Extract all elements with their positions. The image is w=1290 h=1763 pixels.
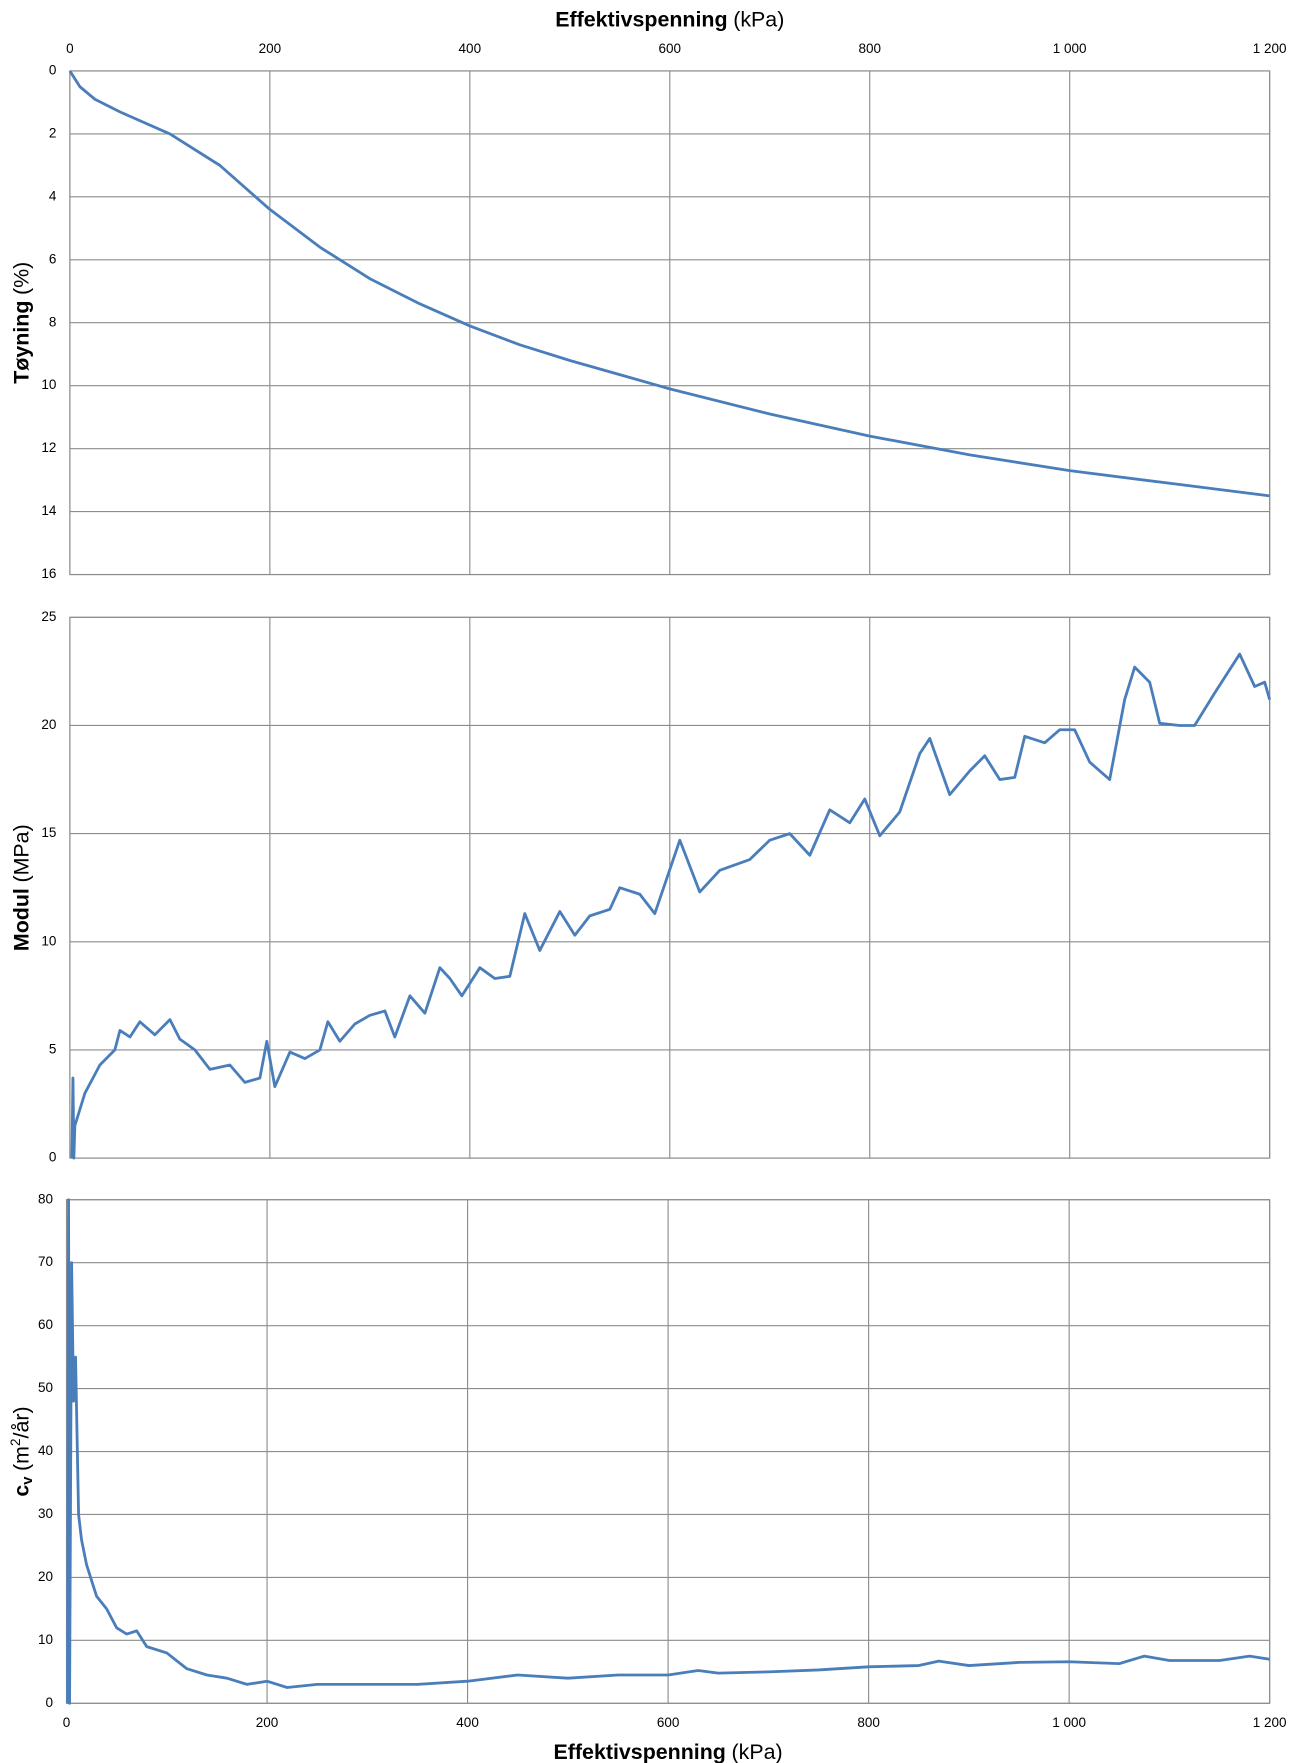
data-line bbox=[66, 1198, 1270, 1705]
y-tick-label: 20 bbox=[38, 1569, 53, 1584]
x-axis-title-unit: (kPa) bbox=[732, 1740, 783, 1763]
y-tick-label: 80 bbox=[38, 1191, 53, 1206]
y-axis-title-unit-end: /år) bbox=[9, 1406, 33, 1438]
y-tick-label: 4 bbox=[49, 188, 57, 203]
y-tick-label: 70 bbox=[38, 1254, 53, 1269]
y-tick-label: 50 bbox=[38, 1380, 53, 1395]
y-tick-label: 20 bbox=[41, 717, 56, 732]
x-axis-title-name: Effektivspenning bbox=[555, 7, 727, 31]
data-line bbox=[68, 70, 1270, 498]
x-axis-title: Effektivspenning (kPa) bbox=[554, 1740, 783, 1763]
y-axis-title: Modul (MPa) bbox=[9, 824, 33, 951]
plot-frame bbox=[65, 1199, 1271, 1704]
x-tick-label: 0 bbox=[66, 41, 74, 56]
y-axis-title: cv (m2/år) bbox=[7, 1406, 36, 1496]
y-axis-title-name: c bbox=[9, 1485, 33, 1497]
y-tick-label: 0 bbox=[45, 1695, 53, 1710]
x-tick-label: 400 bbox=[459, 41, 482, 56]
x-tick-label: 600 bbox=[657, 1715, 680, 1730]
plot-frame bbox=[69, 616, 1271, 1159]
y-tick-label: 60 bbox=[38, 1317, 53, 1332]
y-tick-label: 16 bbox=[41, 566, 56, 581]
x-tick-label: 1 200 bbox=[1253, 1715, 1287, 1730]
x-axis-title-name: Effektivspenning bbox=[554, 1740, 726, 1763]
y-axis-title-unit: (MPa) bbox=[9, 824, 33, 882]
y-axis-title-name: Modul bbox=[9, 888, 33, 951]
y-tick-label: 8 bbox=[49, 314, 57, 329]
x-tick-label: 200 bbox=[256, 1715, 279, 1730]
x-tick-label: 1 000 bbox=[1053, 41, 1087, 56]
x-axis-title: Effektivspenning (kPa) bbox=[555, 7, 784, 31]
y-axis-title-name: Tøyning bbox=[9, 301, 33, 384]
y-axis-title: Tøyning (%) bbox=[9, 262, 33, 384]
y-axis-title-unit: (%) bbox=[9, 262, 33, 295]
x-tick-label: 400 bbox=[456, 1715, 479, 1730]
y-tick-label: 40 bbox=[38, 1443, 53, 1458]
y-tick-label: 0 bbox=[49, 63, 57, 78]
y-tick-label: 30 bbox=[38, 1506, 53, 1521]
y-axis-title-subscript: v bbox=[20, 1476, 36, 1485]
y-axis-title-superscript: 2 bbox=[7, 1438, 22, 1446]
y-tick-label: 5 bbox=[49, 1041, 57, 1056]
y-tick-label: 14 bbox=[41, 503, 57, 518]
x-tick-label: 800 bbox=[858, 41, 881, 56]
y-tick-label: 10 bbox=[41, 933, 56, 948]
y-tick-label: 12 bbox=[41, 440, 56, 455]
y-tick-label: 0 bbox=[49, 1150, 57, 1165]
x-tick-label: 1 200 bbox=[1253, 41, 1287, 56]
y-tick-label: 10 bbox=[38, 1632, 53, 1647]
x-tick-label: 1 000 bbox=[1052, 1715, 1086, 1730]
x-tick-label: 600 bbox=[659, 41, 682, 56]
x-tick-label: 0 bbox=[63, 1715, 71, 1730]
y-tick-label: 2 bbox=[49, 125, 57, 140]
plot-frame bbox=[69, 70, 1271, 576]
x-tick-label: 200 bbox=[259, 41, 282, 56]
y-tick-label: 15 bbox=[41, 825, 56, 840]
y-axis-title-unit: (m bbox=[9, 1446, 33, 1471]
x-tick-label: 800 bbox=[857, 1715, 880, 1730]
data-line bbox=[70, 652, 1272, 1160]
y-tick-label: 25 bbox=[41, 609, 56, 624]
y-tick-label: 6 bbox=[49, 251, 57, 266]
y-tick-label: 10 bbox=[41, 377, 56, 392]
x-axis-title-unit: (kPa) bbox=[733, 7, 784, 31]
